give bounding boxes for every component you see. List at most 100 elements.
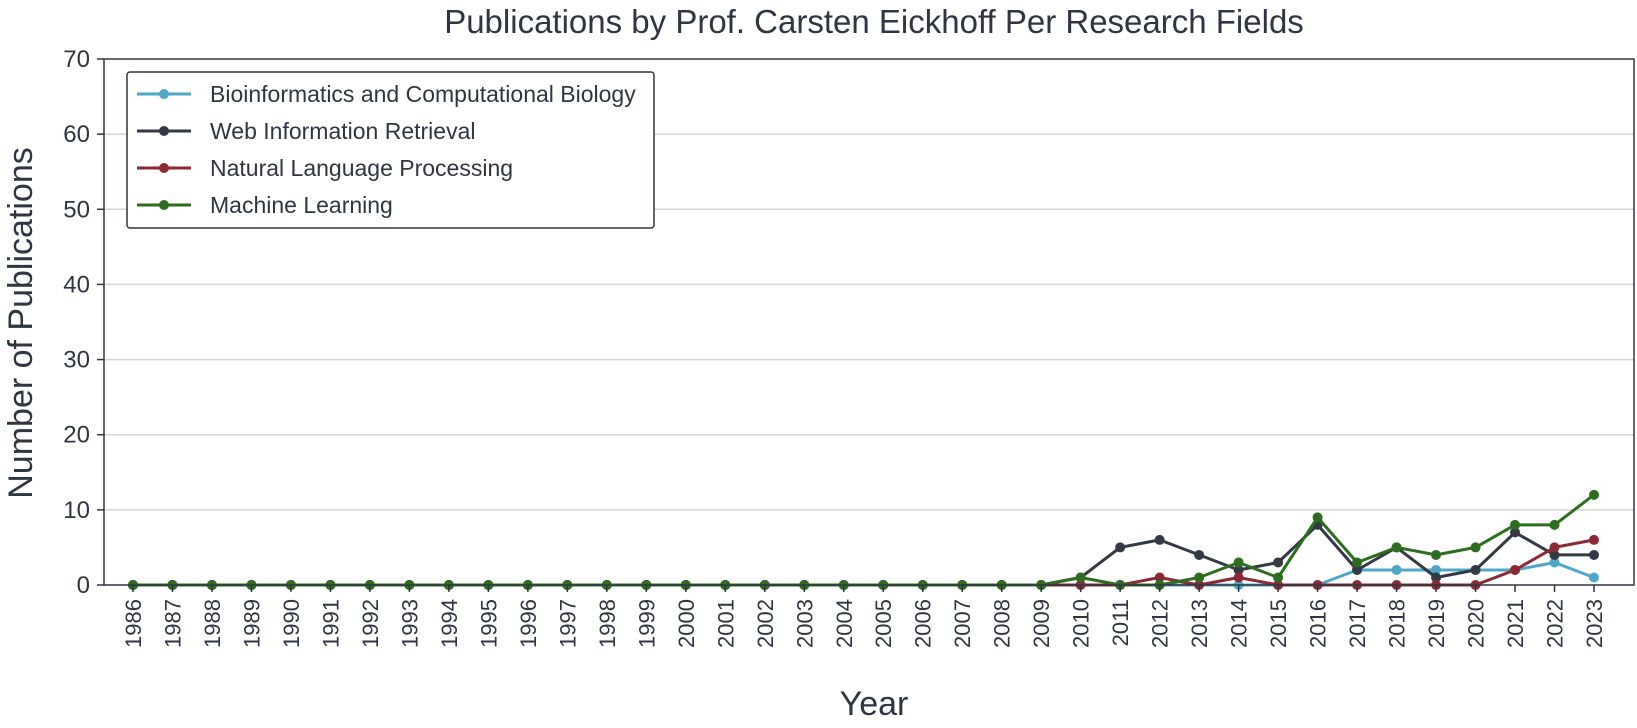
data-point: [1549, 519, 1560, 530]
x-tick-label: 1989: [239, 599, 264, 648]
x-tick-label: 2014: [1227, 599, 1252, 648]
data-point: [1312, 512, 1323, 523]
data-point: [1352, 564, 1363, 575]
x-tick-label: 1993: [397, 599, 422, 648]
data-point: [1510, 519, 1521, 530]
data-point: [1431, 549, 1442, 560]
x-tick-label: 1998: [595, 599, 620, 648]
x-axis-title: Year: [840, 685, 909, 723]
data-point: [1233, 557, 1244, 568]
legend-label: Bioinformatics and Computational Biology: [210, 81, 636, 107]
series-lines: [128, 489, 1599, 590]
data-point: [1154, 572, 1165, 583]
data-point: [1273, 572, 1284, 583]
data-point: [1431, 572, 1442, 583]
legend-item: Natural Language Processing: [137, 155, 513, 181]
series-2: [128, 534, 1599, 590]
y-tick-label: 60: [63, 121, 90, 148]
data-point: [1470, 564, 1481, 575]
x-tick-label: 2006: [911, 599, 936, 648]
x-tick-label: 1988: [200, 599, 225, 648]
x-tick-label: 2010: [1069, 599, 1094, 648]
data-point: [1589, 534, 1599, 545]
legend-label: Machine Learning: [210, 192, 393, 218]
x-tick-label: 2005: [871, 599, 896, 648]
data-point: [1352, 557, 1363, 568]
legend-swatch-marker: [159, 163, 169, 173]
data-point: [1154, 534, 1165, 545]
data-point: [1194, 549, 1205, 560]
x-tick-label: 1992: [358, 599, 383, 648]
y-tick-label: 20: [63, 422, 90, 449]
data-point: [1233, 564, 1244, 575]
data-point: [1391, 542, 1402, 553]
x-tick-label: 2019: [1424, 599, 1449, 648]
legend-item: Web Information Retrieval: [137, 118, 475, 144]
x-tick-label: 2000: [674, 599, 699, 648]
legend-swatch-marker: [159, 200, 169, 210]
legend-label: Web Information Retrieval: [210, 118, 475, 144]
y-tick-label: 40: [63, 271, 90, 298]
x-tick-label: 2004: [832, 599, 857, 648]
x-tick-label: 2016: [1306, 599, 1331, 648]
y-axis-title: Number of Publications: [2, 147, 40, 499]
x-tick-label: 2001: [713, 599, 738, 648]
x-tick-label: 2011: [1108, 599, 1133, 646]
x-tick-label: 2015: [1266, 599, 1291, 648]
x-tick-label: 1986: [121, 599, 146, 648]
series-line: [133, 538, 1595, 587]
x-tick-label: 2020: [1464, 599, 1489, 648]
data-point: [1391, 564, 1402, 575]
legend: Bioinformatics and Computational Biology…: [126, 71, 655, 229]
legend-item: Machine Learning: [137, 192, 393, 218]
x-tick-label: 2018: [1385, 599, 1410, 648]
data-point: [1549, 542, 1560, 553]
x-tick-label: 2009: [1029, 599, 1054, 648]
x-tick-label: 2003: [792, 599, 817, 648]
data-point: [1115, 542, 1126, 553]
legend-label: Natural Language Processing: [210, 155, 513, 181]
y-tick-label: 70: [63, 46, 90, 73]
data-point: [1233, 572, 1244, 583]
data-point: [1510, 527, 1521, 538]
data-point: [1194, 572, 1205, 583]
x-tick-label: 1997: [555, 599, 580, 648]
data-point: [1549, 557, 1560, 568]
chart-title: Publications by Prof. Carsten Eickhoff P…: [444, 3, 1304, 40]
x-tick-label: 2002: [753, 599, 778, 648]
data-point: [1273, 557, 1284, 568]
data-point: [1589, 489, 1599, 500]
x-tick-label: 1995: [476, 599, 501, 648]
x-tick-label: 1999: [634, 599, 659, 648]
y-tick-labels: 0 10 20 30 40 50 60 70: [63, 46, 104, 599]
data-point: [1549, 549, 1560, 560]
legend-swatch-marker: [159, 89, 169, 99]
x-tick-label: 2017: [1345, 599, 1370, 648]
data-point: [1075, 572, 1086, 583]
x-tick-label: 1996: [516, 599, 541, 648]
y-tick-label: 50: [63, 196, 90, 223]
data-point: [1589, 572, 1599, 583]
data-point: [1589, 549, 1599, 560]
x-tick-labels: 1986 1987 1988 1989 1990 1991 1992 1993 1994 1995…: [121, 585, 1607, 648]
y-tick-label: 0: [77, 572, 90, 599]
plot-frame: [103, 58, 1635, 586]
data-point: [1510, 564, 1521, 575]
series-3: [128, 489, 1599, 590]
y-tick-label: 10: [63, 497, 90, 524]
x-tick-label: 1994: [437, 599, 462, 648]
x-tick-label: 2013: [1187, 599, 1212, 648]
legend-swatch-marker: [159, 126, 169, 136]
data-point: [1470, 542, 1481, 553]
x-tick-label: 1990: [279, 599, 304, 648]
x-tick-label: 2021: [1503, 599, 1528, 648]
y-tick-label: 30: [63, 347, 90, 374]
x-tick-label: 2022: [1543, 599, 1568, 648]
x-tick-label: 2023: [1582, 599, 1607, 648]
x-tick-label: 2012: [1148, 599, 1173, 648]
data-point: [1431, 564, 1442, 575]
x-tick-label: 1987: [160, 599, 185, 648]
series-line: [133, 561, 1595, 587]
x-tick-label: 2007: [950, 599, 975, 648]
